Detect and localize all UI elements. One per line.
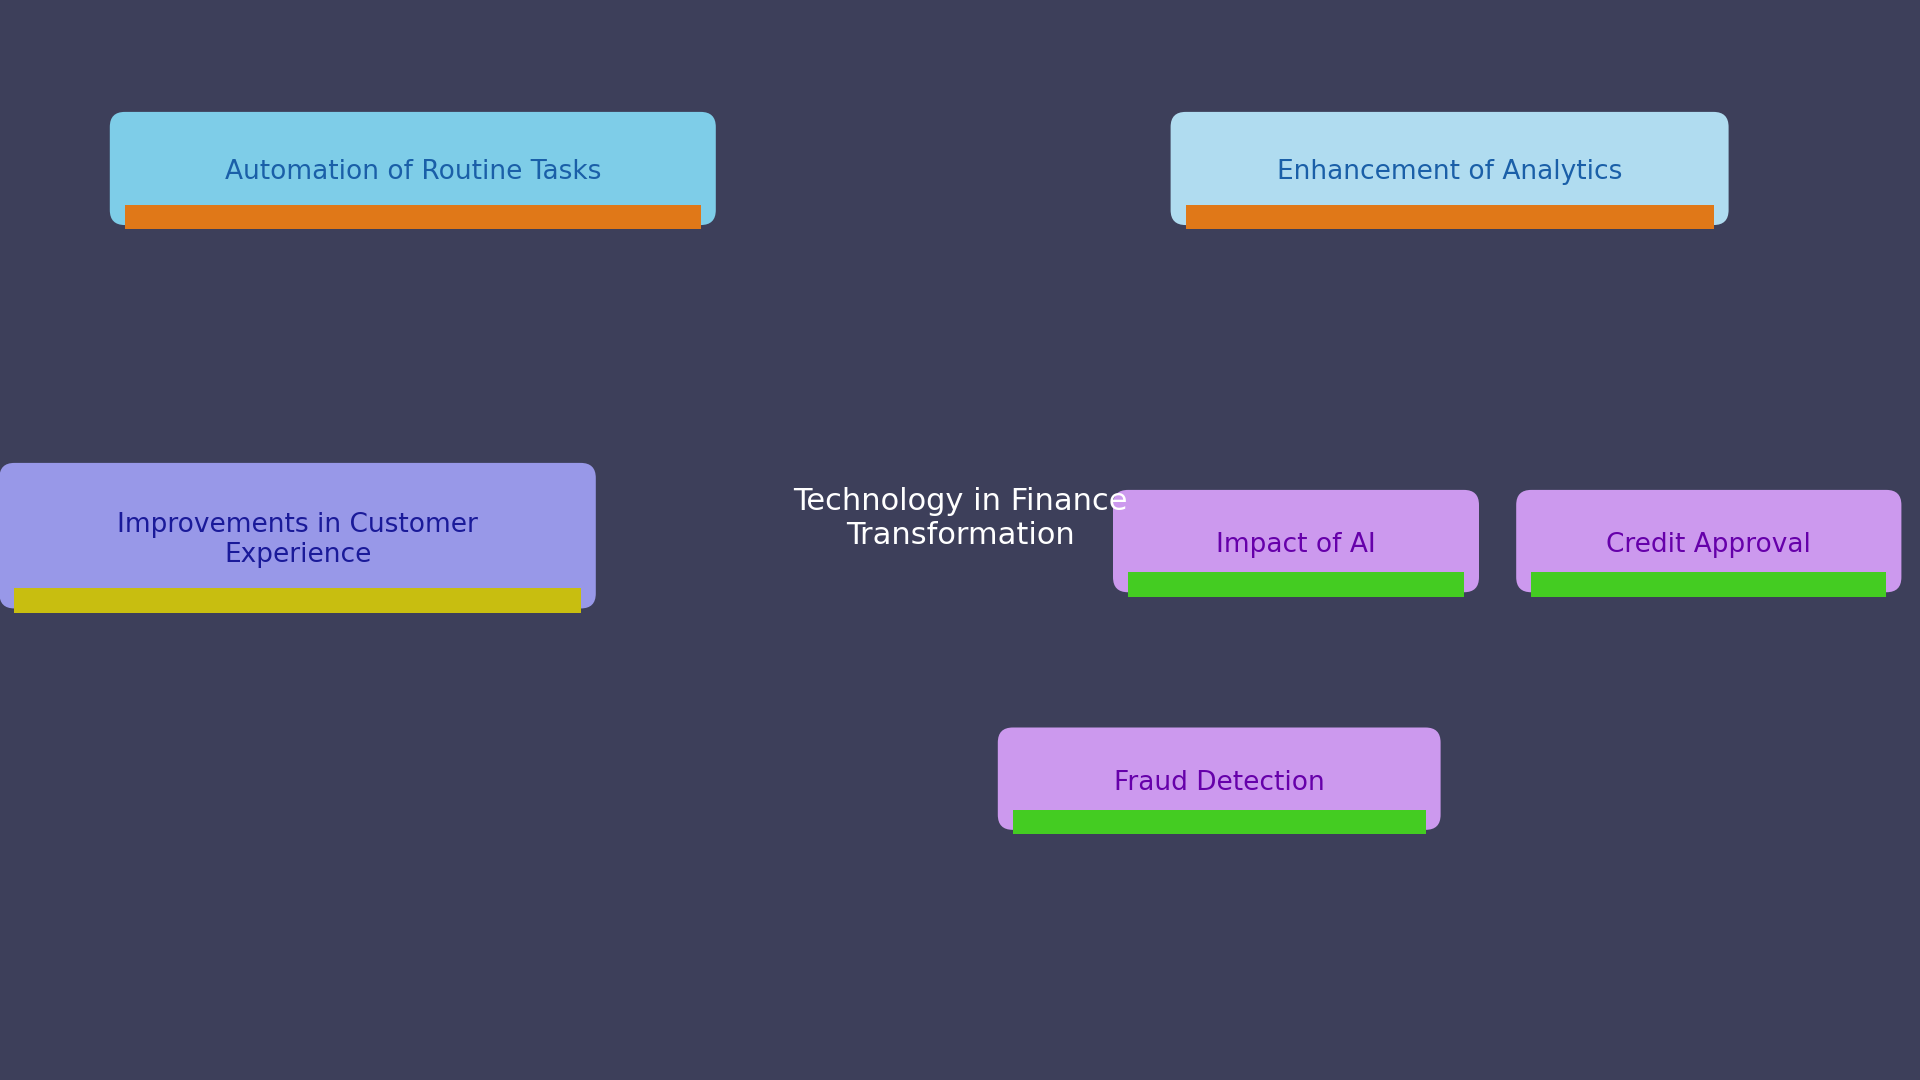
FancyBboxPatch shape — [109, 112, 716, 225]
Bar — [125, 205, 701, 229]
Bar — [15, 589, 582, 612]
FancyBboxPatch shape — [1171, 112, 1728, 225]
Text: Enhancement of Analytics: Enhancement of Analytics — [1277, 160, 1622, 186]
Bar — [1532, 572, 1885, 596]
Bar — [1129, 572, 1463, 596]
Bar — [1014, 810, 1425, 834]
Text: Credit Approval: Credit Approval — [1607, 532, 1811, 558]
FancyBboxPatch shape — [1114, 490, 1478, 592]
Text: Technology in Finance
Transformation: Technology in Finance Transformation — [793, 487, 1127, 550]
FancyBboxPatch shape — [0, 463, 595, 608]
Text: Fraud Detection: Fraud Detection — [1114, 770, 1325, 796]
FancyBboxPatch shape — [998, 728, 1440, 829]
Text: Improvements in Customer
Experience: Improvements in Customer Experience — [117, 512, 478, 568]
FancyBboxPatch shape — [1517, 490, 1901, 592]
Text: Automation of Routine Tasks: Automation of Routine Tasks — [225, 160, 601, 186]
Bar — [1185, 205, 1713, 229]
Text: Impact of AI: Impact of AI — [1215, 532, 1377, 558]
